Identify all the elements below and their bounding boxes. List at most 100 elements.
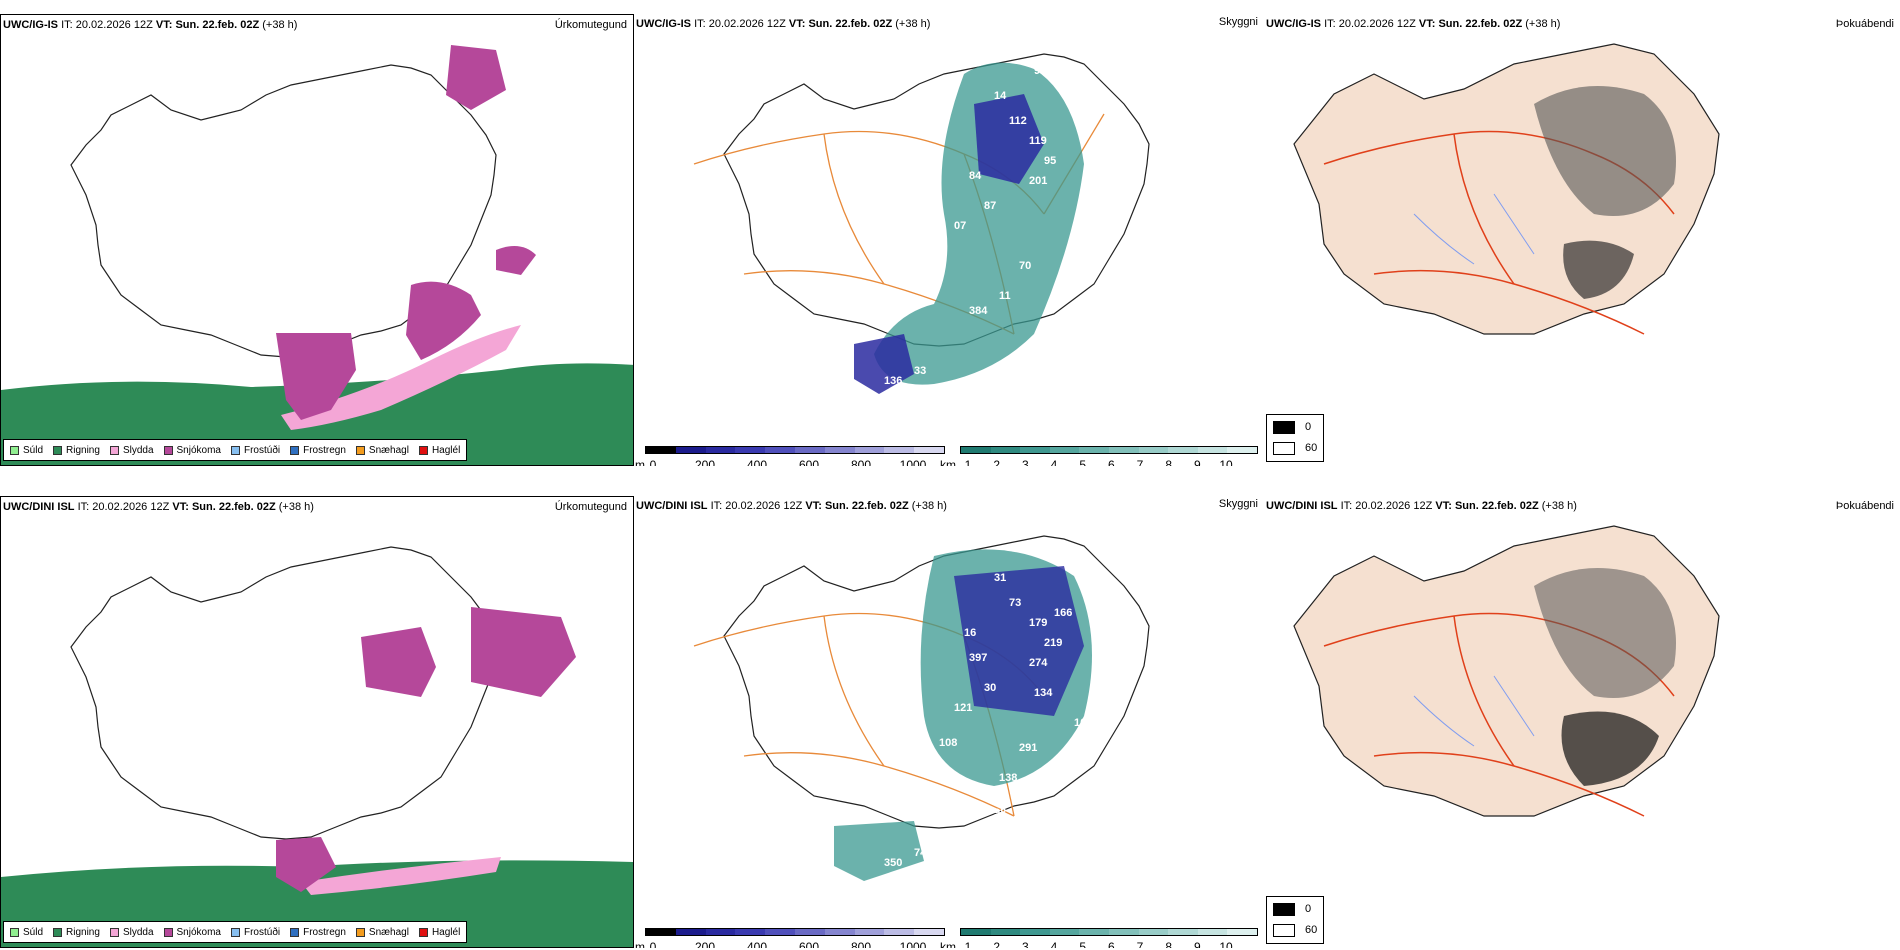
- colorbar-segment: [914, 929, 944, 935]
- colorbar-segment: [1020, 447, 1050, 453]
- fog-legend-swatch-0: [1273, 421, 1295, 434]
- precip-legend: Súld Rigning Slydda Snjókoma Frostúði Frostre…: [3, 921, 467, 943]
- legend-swatch: [290, 445, 300, 455]
- visibility-value-label: 65: [874, 777, 886, 789]
- legend-swatch: [53, 927, 63, 937]
- colorbar-tick: 8: [1165, 458, 1172, 466]
- legend-swatch: [355, 445, 365, 455]
- legend-label: Slydda: [122, 444, 154, 456]
- visibility-value-label: 201: [1029, 175, 1047, 187]
- panel-title: UWC/IG-IS IT: 20.02.2026 12Z VT: Sun. 22…: [636, 18, 931, 30]
- legend-label: Snjókoma: [176, 444, 221, 456]
- colorbar-segment: [1108, 447, 1139, 453]
- colorbar-segment: [705, 447, 736, 453]
- fog-legend: 0 60: [1266, 896, 1324, 944]
- rivers: [1413, 193, 1535, 265]
- legend-item-3: Snjókoma: [163, 927, 221, 938]
- colorbar-segment: [854, 447, 885, 453]
- colorbar-segment: [961, 929, 991, 935]
- colorbar-tick: 10: [1219, 458, 1233, 466]
- fog-map-row1: UWC/IG-IS IT: 20.02.2026 12Z VT: Sun. 22…: [1264, 14, 1900, 466]
- colorbar-tick: 3: [1021, 940, 1029, 948]
- snow-area-ne-coast: [496, 246, 536, 275]
- height-colorbar: m 0 200 400 600 800 1000: [635, 446, 945, 466]
- field-name: Þokuábendi: [1835, 500, 1894, 512]
- visibility-value-label: 16: [964, 627, 976, 639]
- visibility-value-label: 740: [914, 847, 932, 859]
- fog-legend-label-1: 60: [1305, 442, 1318, 454]
- visibility-value-label: 134: [1034, 687, 1053, 699]
- legend-item-1: Rigning: [53, 927, 100, 938]
- legend-label: Slydda: [122, 926, 154, 938]
- colorbar-segment: [884, 447, 915, 453]
- colorbar-tick: 600: [798, 458, 820, 466]
- colorbar-tick: 800: [850, 940, 872, 948]
- colorbar-tick: 9: [1193, 940, 1201, 948]
- colorbar-tick: 6: [1107, 458, 1115, 466]
- visibility-value-label: 416: [969, 787, 987, 799]
- colorbar-tick: 200: [694, 940, 716, 948]
- field-name: Þokuábendi: [1835, 18, 1894, 30]
- legend-item-2: Slydda: [109, 444, 154, 456]
- legend-label: Rigning: [66, 444, 100, 456]
- legend-label: Snæhagl: [368, 926, 409, 938]
- coastline: [70, 546, 497, 840]
- colorbar-segment: [794, 447, 825, 453]
- height-colorbar-strip: [645, 928, 945, 936]
- colorbar-segment: [765, 447, 795, 453]
- panel-title: UWC/IG-IS IT: 20.02.2026 12Z VT: Sun. 22…: [3, 19, 298, 31]
- panel-title: UWC/DINI ISL IT: 20.02.2026 12Z VT: Sun.…: [636, 500, 947, 512]
- legend-label: Snæhagl: [368, 444, 409, 456]
- visibility-value-label: 30: [984, 682, 996, 694]
- visibility-value-label: 31: [994, 572, 1006, 584]
- visibility-value-label: 219: [1044, 637, 1062, 649]
- precip-legend: Súld Rigning Slydda Snjókoma Frostúði Frostre…: [3, 439, 467, 461]
- legend-label: Haglél: [431, 926, 461, 938]
- coastline: [723, 53, 1150, 347]
- legend-item-1: Rigning: [53, 445, 100, 456]
- colorbar-segment: [1079, 929, 1109, 935]
- fog-legend-swatch-1: [1273, 924, 1295, 937]
- legend-swatch: [290, 927, 300, 937]
- colorbar-segment: [824, 929, 855, 935]
- fog-legend-label-1: 60: [1305, 924, 1318, 936]
- legend-swatch: [163, 927, 173, 937]
- fog-dark-area-1: [1534, 568, 1676, 698]
- colorbar-tick: 6: [1107, 940, 1115, 948]
- visibility-value-label: 136: [884, 375, 902, 387]
- visibility-value-label: 291: [1019, 742, 1037, 754]
- legend-swatch: [230, 445, 240, 455]
- visibility-value-label: 87: [984, 200, 996, 212]
- height-unit: m: [635, 458, 645, 466]
- colorbar-segment: [1138, 447, 1169, 453]
- visibility-value-label: 179: [1029, 617, 1047, 629]
- colorbar-tick: 5: [1079, 940, 1086, 948]
- legend-label: Frostúði: [243, 926, 281, 938]
- visibility-value-label: 108: [939, 737, 957, 749]
- colorbar-segment: [735, 447, 766, 453]
- colorbar-segment: [1227, 929, 1257, 935]
- colorbar-tick: 1: [964, 940, 972, 948]
- colorbar-segment: [765, 929, 795, 935]
- visibility-value-label: 95: [1044, 155, 1056, 167]
- colorbar-tick: 1000: [899, 458, 927, 466]
- visibility-value-label: 70: [1019, 260, 1031, 272]
- colorbar-tick: 10: [1219, 940, 1233, 948]
- legend-label: Súld: [23, 926, 44, 938]
- visibility-value-label: 138: [999, 772, 1017, 784]
- colorbar-segment: [1197, 929, 1228, 935]
- visibility-value-label: 119: [1029, 135, 1047, 147]
- coastline: [70, 64, 497, 358]
- rivers: [1413, 675, 1535, 747]
- colorbar-tick: 800: [850, 458, 872, 466]
- visibility-value-label: 96: [1034, 65, 1046, 77]
- sleet-area: [281, 325, 521, 430]
- fog-legend-label-0: 0: [1305, 421, 1312, 433]
- legend-swatch: [418, 445, 428, 455]
- visibility-value-label: 160: [1074, 717, 1092, 729]
- visibility-value-label: 121: [954, 702, 972, 714]
- colorbar-segment: [990, 447, 1021, 453]
- snow-area-south: [276, 333, 356, 420]
- fog-legend-swatch-0: [1273, 903, 1295, 916]
- legend-swatch: [109, 445, 119, 455]
